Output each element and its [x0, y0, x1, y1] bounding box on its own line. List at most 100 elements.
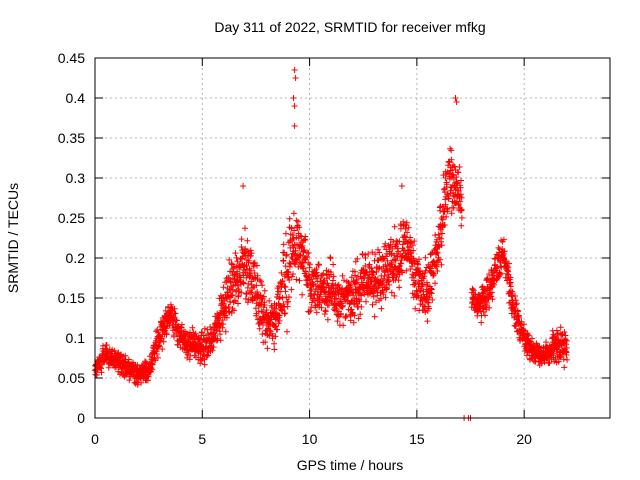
data-point: [428, 285, 434, 292]
data-point: [285, 269, 292, 276]
data-point: [271, 340, 278, 347]
data-point: [401, 233, 408, 240]
data-point: [217, 331, 223, 338]
data-point: [505, 264, 512, 271]
data-point: [563, 344, 570, 351]
data-point: [308, 286, 315, 293]
data-point: [438, 261, 445, 268]
data-point: [363, 298, 369, 305]
data-point: [561, 364, 568, 371]
data-point: [159, 346, 166, 353]
data-point: [275, 283, 282, 290]
data-point: [247, 247, 254, 254]
plot-frame: [94, 57, 611, 419]
data-point: [441, 208, 448, 215]
data-point: [509, 288, 516, 295]
data-point: [126, 377, 133, 384]
data-point: [192, 330, 199, 337]
data-point: [498, 264, 505, 271]
data-point: [282, 288, 289, 295]
y-tick-label: 0.2: [66, 250, 86, 266]
data-point: [347, 284, 354, 290]
data-point: [486, 271, 492, 278]
data-point: [407, 234, 414, 241]
y-tick-label: 0.3: [66, 170, 86, 186]
data-point: [267, 328, 274, 335]
data-point: [261, 287, 268, 294]
data-point: [432, 280, 438, 287]
data-point: [286, 294, 292, 300]
data-point: [263, 307, 270, 313]
data-point: [563, 351, 570, 358]
data-point: [228, 292, 235, 299]
data-point: [478, 319, 485, 326]
data-point: [280, 258, 287, 264]
data-point: [258, 278, 264, 285]
data-point: [307, 307, 314, 314]
data-point: [238, 236, 245, 243]
data-point: [405, 224, 412, 231]
data-point: [404, 229, 411, 236]
data-point: [286, 215, 293, 222]
data-point: [333, 295, 340, 302]
data-point: [222, 328, 229, 335]
data-point: [251, 270, 258, 276]
data-point: [248, 267, 254, 274]
data-point: [229, 292, 236, 299]
data-point: [421, 273, 428, 280]
data-point: [302, 237, 309, 243]
data-point: [443, 213, 450, 220]
data-point: [449, 171, 456, 178]
data-point: [457, 191, 464, 198]
data-point: [486, 304, 493, 311]
data-point: [417, 267, 424, 274]
data-point: [380, 275, 387, 282]
data-point: [438, 242, 445, 249]
x-tick-label: 20: [516, 431, 532, 447]
data-point: [380, 291, 387, 298]
x-tick-label: 5: [198, 431, 206, 447]
data-point: [529, 335, 535, 342]
data-point: [189, 324, 196, 331]
data-point: [339, 272, 346, 279]
data-point: [432, 232, 439, 239]
data-point: [125, 356, 132, 363]
data-point: [327, 255, 334, 262]
data-point: [458, 194, 465, 201]
data-point: [488, 293, 495, 300]
data-point: [234, 258, 241, 265]
data-point: [455, 187, 462, 194]
data-point: [281, 310, 288, 317]
data-point: [290, 95, 297, 101]
data-point: [453, 178, 460, 185]
data-point: [244, 299, 251, 306]
data-point: [286, 277, 293, 283]
y-tick-label: 0.1: [66, 330, 86, 346]
data-point: [351, 312, 358, 319]
data-point: [445, 195, 452, 202]
data-point: [307, 287, 314, 294]
data-point: [271, 346, 278, 353]
data-point: [370, 269, 377, 276]
data-point: [506, 260, 512, 267]
data-point: [348, 274, 355, 281]
data-point: [546, 359, 553, 366]
data-point: [256, 325, 263, 332]
data-point: [305, 250, 312, 256]
data-point: [292, 247, 299, 254]
data-point: [247, 252, 254, 259]
data-point: [226, 275, 233, 282]
data-point: [446, 170, 453, 177]
data-point: [209, 347, 216, 354]
data-point: [290, 210, 297, 217]
data-point: [179, 321, 185, 328]
data-point: [259, 282, 266, 289]
data-point: [153, 351, 160, 357]
data-point: [396, 263, 403, 270]
data-point: [252, 305, 259, 312]
data-point: [384, 257, 391, 264]
data-point: [354, 255, 361, 262]
data-point: [300, 265, 307, 271]
data-point: [254, 289, 261, 295]
data-point: [315, 297, 322, 303]
